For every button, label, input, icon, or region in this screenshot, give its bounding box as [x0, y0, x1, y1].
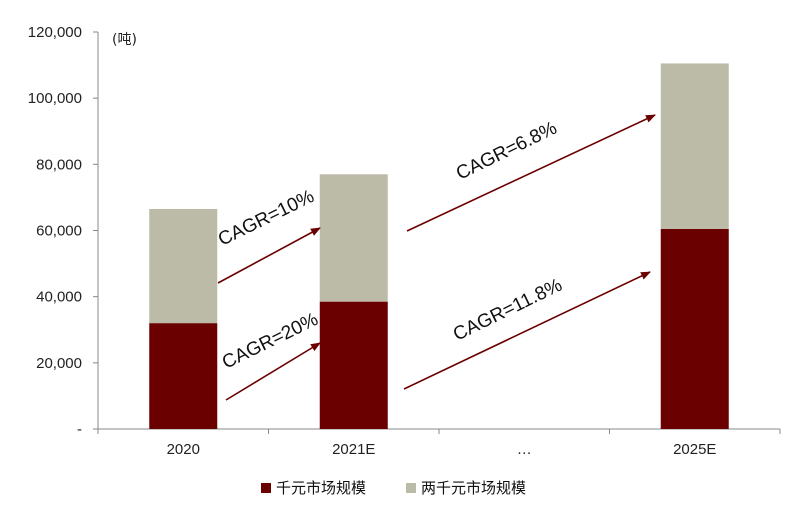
bar-segment-2000 [319, 174, 388, 302]
bar-segment-1000 [149, 323, 218, 429]
legend-label-1000: 千元市场规模 [276, 479, 366, 497]
cagr-label-10: CAGR=10% [215, 186, 318, 251]
y-tick-label: 120,000 [28, 24, 82, 41]
cagr-label-6-8: CAGR=6.8% [453, 118, 561, 185]
bar-segment-2000 [660, 63, 729, 229]
legend: 千元市场规模 两千元市场规模 [261, 479, 526, 497]
arrow-cagr-2000-b [406, 114, 656, 232]
x-tick-label: 2020 [167, 441, 200, 458]
bar-segment-2000 [149, 208, 218, 324]
cagr-label-20: CAGR=20% [219, 309, 322, 374]
cagr-label-11-8: CAGR=11.8% [450, 275, 566, 346]
y-tick-label: - [77, 421, 82, 438]
bars [149, 63, 729, 429]
bar-segment-1000 [319, 301, 388, 429]
y-tick-label: 40,000 [36, 289, 82, 306]
y-tick-label: 80,000 [36, 156, 82, 173]
legend-label-2000: 两千元市场规模 [421, 479, 526, 497]
arrow-cagr-1000-a [225, 342, 321, 401]
x-tick-labels: 2020 2021E … 2025E [167, 441, 717, 458]
arrow-cagr-2000-a [217, 227, 321, 284]
x-tick-label: 2021E [332, 441, 375, 458]
legend-swatch-1000 [261, 483, 271, 493]
y-tick-labels: - 20,000 40,000 60,000 80,000 100,000 120,000 [28, 24, 82, 438]
axis-ticks [93, 31, 781, 434]
legend-swatch-2000 [406, 483, 416, 493]
unit-label: (吨) [112, 32, 137, 48]
x-tick-label: … [517, 441, 532, 458]
x-tick-label: 2025E [673, 441, 716, 458]
y-tick-label: 60,000 [36, 223, 82, 240]
y-tick-label: 100,000 [28, 90, 82, 107]
y-tick-label: 20,000 [36, 355, 82, 372]
bar-segment-1000 [660, 228, 729, 429]
arrow-cagr-1000-b [403, 271, 651, 390]
